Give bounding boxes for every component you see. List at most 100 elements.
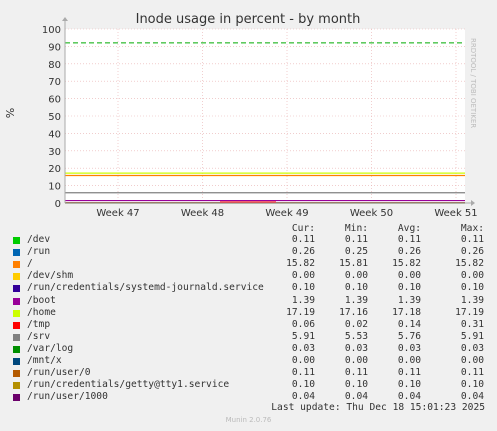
legend-swatch: [13, 249, 20, 257]
legend-value-max: 0.26: [460, 246, 484, 258]
legend-value-min: 0.10: [344, 379, 368, 391]
legend-series-name: /: [27, 258, 33, 270]
y-tick-label: 40: [48, 129, 61, 140]
legend-value-min: 0.02: [344, 318, 368, 330]
legend-row: /run/credentials/getty@tty1.service 0.10 0…: [0, 379, 497, 392]
legend-swatch: [13, 273, 20, 281]
legend-value-max: 0.10: [460, 282, 484, 294]
last-update: Last update: Thu Dec 18 15:01:23 2025: [271, 402, 485, 413]
legend-swatch: [13, 321, 20, 329]
legend-series-name: /dev: [27, 234, 51, 245]
legend-value-cur: 0.04: [291, 391, 315, 403]
legend-row: /home 17.19 17.16 17.18 17.19: [0, 307, 497, 320]
legend-value-avg: 0.00: [397, 355, 421, 366]
x-axis-arrow-icon: [471, 200, 475, 206]
legend-value-avg: 1.39: [397, 294, 421, 306]
legend-series-name: /boot: [27, 294, 56, 306]
side-label: RRDTOOL / TOBI OETIKER: [469, 38, 477, 129]
legend-series-name: /run/credentials/systemd-journald.servic…: [27, 282, 264, 294]
legend-value-min: 0.04: [344, 391, 368, 403]
legend-series-name: /run: [27, 246, 51, 258]
y-tick-label: 0: [55, 199, 61, 210]
inode-usage-chart: Inode usage in percent - by month % 0 10 2…: [4, 12, 478, 219]
legend-value-avg: 0.26: [397, 246, 421, 258]
legend-value-max: 0.11: [460, 367, 484, 379]
legend-value-max: 0.04: [460, 391, 484, 403]
x-tick-label: Week 51: [434, 208, 477, 219]
legend-value-max: 0.11: [460, 234, 484, 245]
y-tick-label: 30: [48, 147, 61, 158]
legend-value-max: 17.19: [455, 306, 484, 318]
legend-header-avg: Avg:: [397, 223, 421, 234]
legend-value-avg: 0.11: [397, 234, 421, 245]
legend-value-max: 15.82: [455, 258, 484, 270]
legend-value-avg: 0.10: [397, 379, 421, 391]
chart-title: Inode usage in percent - by month: [136, 12, 361, 27]
legend-row: /run/user/0 0.11 0.11 0.11 0.11: [0, 367, 497, 380]
y-tick-label: 10: [48, 182, 61, 193]
legend-value-cur: 5.91: [291, 330, 315, 342]
y-axis-label: %: [4, 108, 17, 118]
legend-swatch: [13, 309, 20, 317]
munin-version: Munin 2.0.76: [225, 416, 272, 424]
legend-swatch: [13, 382, 20, 390]
y-tick-label: 60: [48, 95, 61, 106]
legend-series-name: /mnt/x: [27, 355, 62, 366]
legend-value-cur: 15.82: [286, 258, 315, 270]
legend-value-avg: 0.03: [397, 342, 421, 354]
legend-swatch: [13, 370, 20, 378]
legend-value-max: 0.03: [460, 342, 484, 354]
legend-value-avg: 17.18: [392, 306, 421, 318]
legend-value-min: 0.00: [344, 270, 368, 282]
legend-swatch: [13, 285, 20, 293]
legend-row: /dev/shm 0.00 0.00 0.00 0.00: [0, 270, 497, 283]
legend-series-name: /run/credentials/getty@tty1.service: [27, 379, 230, 391]
legend-value-min: 0.00: [344, 355, 368, 366]
x-tick-label: Week 50: [350, 208, 393, 219]
legend-row: /tmp 0.06 0.02 0.14 0.31: [0, 319, 497, 332]
legend-row: /boot 1.39 1.39 1.39 1.39: [0, 295, 497, 308]
y-tick-label: 90: [48, 42, 61, 53]
x-tick-label: Week 49: [265, 208, 308, 219]
legend-row: /var/log 0.03 0.03 0.03 0.03: [0, 343, 497, 356]
legend-series-name: /home: [27, 306, 56, 318]
legend-series-name: /dev/shm: [27, 270, 74, 282]
legend-value-avg: 0.00: [397, 270, 421, 282]
legend-row: /dev 0.11 0.11 0.11 0.11: [0, 234, 497, 247]
legend-value-avg: 0.14: [397, 318, 421, 330]
legend-value-min: 1.39: [344, 294, 368, 306]
legend-value-cur: 0.11: [291, 234, 315, 245]
legend-series-name: /srv: [27, 330, 51, 342]
legend-header-max: Max:: [460, 223, 484, 234]
legend-value-max: 1.39: [460, 294, 484, 306]
legend-series-name: /var/log: [27, 342, 74, 354]
legend-value-avg: 0.10: [397, 282, 421, 294]
legend-row: /run/credentials/systemd-journald.servic…: [0, 282, 497, 295]
legend-swatch: [13, 345, 20, 353]
legend-value-max: 0.31: [460, 318, 484, 330]
y-tick-label: 20: [48, 164, 61, 175]
y-tick-label: 70: [48, 77, 61, 88]
legend-row: /run 0.26 0.25 0.26 0.26: [0, 246, 497, 259]
legend-swatch: [13, 261, 20, 269]
legend-row: /srv 5.91 5.53 5.76 5.91: [0, 331, 497, 344]
legend-value-cur: 0.00: [291, 355, 315, 366]
legend-row: / 15.82 15.81 15.82 15.82: [0, 258, 497, 271]
legend-value-max: 0.10: [460, 379, 484, 391]
legend-value-min: 0.25: [344, 246, 368, 258]
legend-value-min: 17.16: [339, 306, 368, 318]
legend-series-name: /run/user/0: [27, 367, 91, 379]
legend-value-cur: 0.00: [291, 270, 315, 282]
y-axis-arrow-icon: [62, 17, 68, 21]
legend-value-avg: 0.11: [397, 367, 421, 379]
legend-value-cur: 0.03: [291, 342, 315, 354]
legend-header-min: Min:: [344, 223, 368, 234]
legend-swatch: [13, 297, 20, 305]
legend-swatch: [13, 333, 20, 341]
legend-value-min: 0.11: [344, 234, 368, 245]
legend-value-min: 0.11: [344, 367, 368, 379]
legend-value-cur: 0.26: [291, 246, 315, 258]
y-tick-label: 80: [48, 60, 61, 71]
legend-swatch: [13, 237, 20, 244]
legend-value-cur: 0.10: [291, 379, 315, 391]
